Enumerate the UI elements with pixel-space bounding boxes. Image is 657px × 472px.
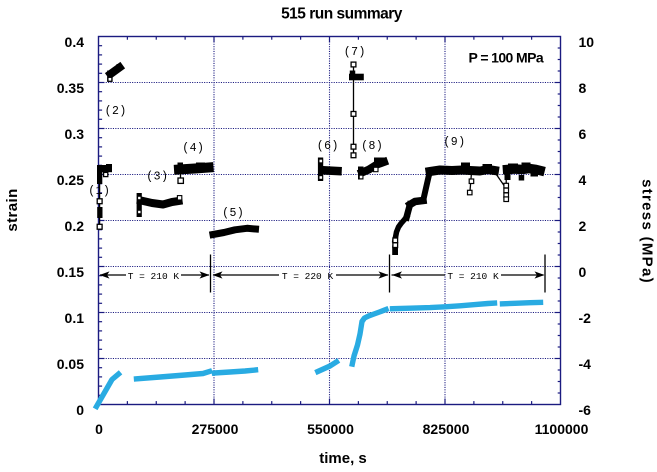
svg-text:T = 210 K: T = 210 K [128, 271, 180, 282]
svg-text:0: 0 [95, 421, 103, 437]
svg-text:0.05: 0.05 [57, 356, 84, 372]
svg-text:275000: 275000 [192, 421, 239, 437]
svg-text:(6): (6) [317, 140, 339, 153]
svg-text:-4: -4 [579, 356, 592, 372]
svg-text:T = 210 K: T = 210 K [447, 271, 499, 282]
svg-text:0: 0 [579, 264, 587, 280]
svg-text:stress (MPa): stress (MPa) [639, 179, 656, 284]
svg-text:4: 4 [579, 172, 587, 188]
svg-text:(8): (8) [361, 140, 383, 153]
svg-text:0.25: 0.25 [57, 172, 84, 188]
svg-text:0: 0 [76, 402, 84, 418]
svg-text:(4): (4) [182, 142, 204, 155]
svg-text:825000: 825000 [423, 421, 470, 437]
svg-text:0.35: 0.35 [57, 80, 84, 96]
svg-text:1100000: 1100000 [535, 421, 589, 437]
svg-text:0.4: 0.4 [65, 34, 85, 50]
svg-text:515 run summary: 515 run summary [281, 6, 403, 23]
svg-text:8: 8 [579, 80, 587, 96]
svg-text:time, s: time, s [319, 450, 367, 467]
svg-text:0.3: 0.3 [65, 126, 85, 142]
svg-text:6: 6 [579, 126, 587, 142]
svg-text:-6: -6 [579, 402, 592, 418]
svg-text:0.15: 0.15 [57, 264, 84, 280]
svg-text:0.2: 0.2 [65, 218, 85, 234]
svg-text:0.1: 0.1 [65, 310, 85, 326]
svg-text:(5): (5) [222, 207, 244, 220]
svg-text:P = 100 MPa: P = 100 MPa [469, 49, 544, 65]
svg-text:(3): (3) [146, 170, 168, 183]
svg-text:10: 10 [579, 34, 595, 50]
svg-text:(9): (9) [443, 136, 465, 149]
svg-text:-2: -2 [579, 310, 592, 326]
svg-text:T = 220 K: T = 220 K [282, 271, 334, 282]
svg-text:strain: strain [4, 188, 21, 231]
svg-text:550000: 550000 [307, 421, 354, 437]
svg-text:(7): (7) [344, 46, 366, 59]
svg-text:(2): (2) [105, 105, 127, 118]
svg-text:2: 2 [579, 218, 587, 234]
